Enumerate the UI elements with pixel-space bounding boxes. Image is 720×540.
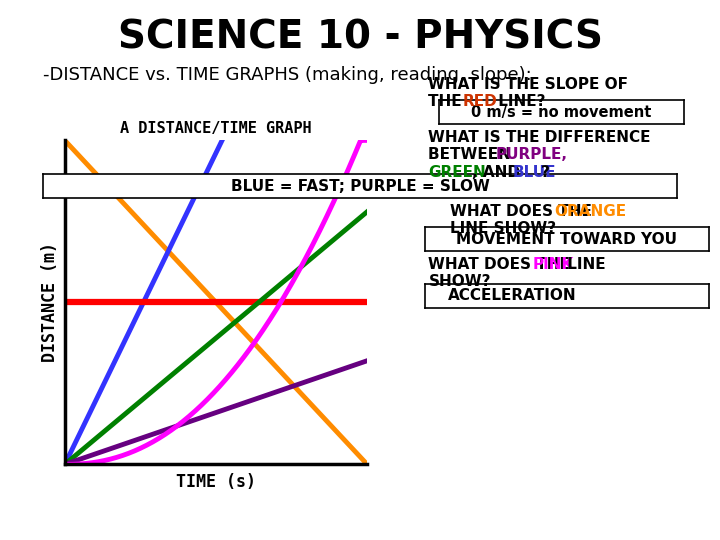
Text: ORANGE: ORANGE [554,204,626,219]
Text: WHAT DOES THE: WHAT DOES THE [428,257,575,272]
Text: LINE: LINE [562,257,606,272]
Text: , AND: , AND [472,165,525,180]
X-axis label: TIME (s): TIME (s) [176,472,256,491]
Text: SCIENCE 10 - PHYSICS: SCIENCE 10 - PHYSICS [117,19,603,57]
Text: PURPLE,: PURPLE, [495,147,567,163]
Text: GREEN: GREEN [428,165,486,180]
Text: BLUE = FAST; PURPLE = SLOW: BLUE = FAST; PURPLE = SLOW [230,179,490,194]
Text: 0 m/s = no movement: 0 m/s = no movement [472,105,652,120]
Text: ACCELERATION: ACCELERATION [448,288,576,303]
Y-axis label: DISTANCE (m): DISTANCE (m) [41,242,59,362]
Text: RED: RED [463,94,498,110]
Text: WHAT IS THE SLOPE OF: WHAT IS THE SLOPE OF [428,77,629,92]
Text: ?: ? [541,165,549,180]
Text: WHAT DOES THE: WHAT DOES THE [450,204,597,219]
Text: WHAT IS THE DIFFERENCE: WHAT IS THE DIFFERENCE [428,130,651,145]
Text: LINE?: LINE? [493,94,546,110]
Text: BLUE: BLUE [513,165,556,180]
Text: THE: THE [428,94,467,110]
Text: MOVEMENT TOWARD YOU: MOVEMENT TOWARD YOU [456,232,678,247]
Text: LINE SHOW?: LINE SHOW? [450,221,556,237]
Text: SHOW?: SHOW? [428,274,491,289]
Text: -DISTANCE vs. TIME GRAPHS (making, reading, slope):: -DISTANCE vs. TIME GRAPHS (making, readi… [43,66,532,84]
Text: PINK: PINK [533,257,574,272]
Title: A DISTANCE/TIME GRAPH: A DISTANCE/TIME GRAPH [120,122,312,137]
Text: BETWEEN: BETWEEN [428,147,522,163]
